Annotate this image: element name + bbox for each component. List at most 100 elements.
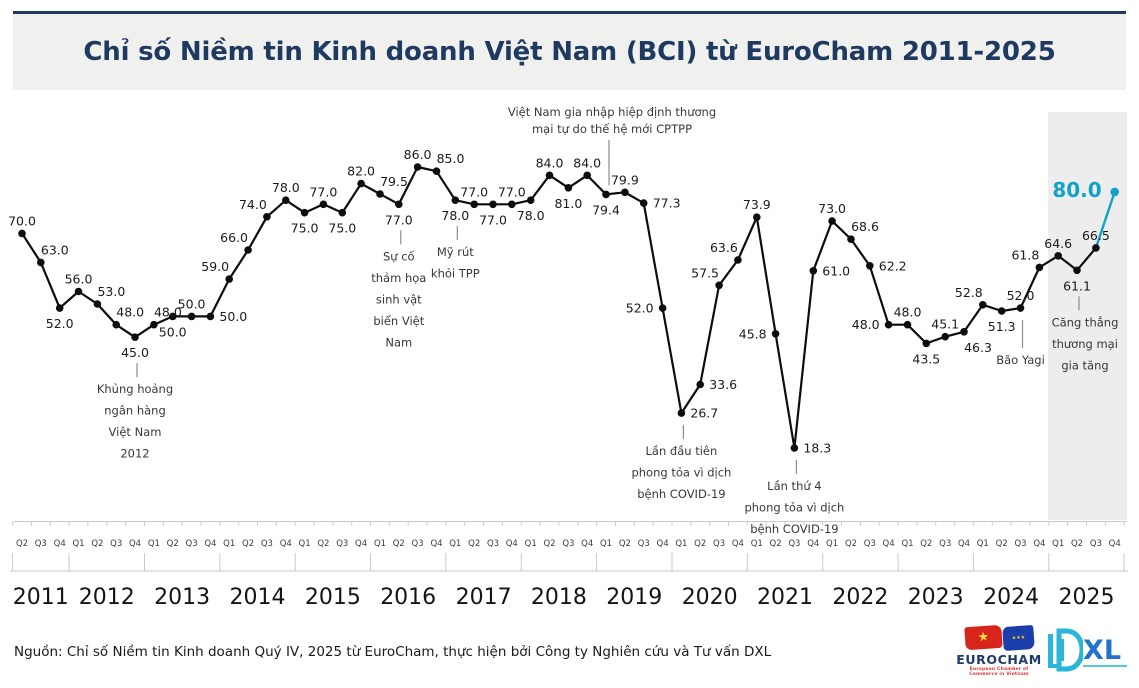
svg-text:48.0: 48.0 bbox=[154, 305, 182, 320]
svg-text:2015: 2015 bbox=[305, 585, 361, 610]
svg-text:2019: 2019 bbox=[606, 585, 662, 610]
svg-text:Mỹ rút: Mỹ rút bbox=[437, 245, 474, 259]
svg-text:73.9: 73.9 bbox=[743, 197, 771, 212]
svg-text:Q1: Q1 bbox=[374, 539, 386, 549]
bci-chart-svg: Q2 Q3 Q4 Q1 Q2 Q3 Q4 Q1 Q2 Q3 Q4 Q1 Q2 Q3 Q4 Q1 Q2 Q3 Q4 Q1… bbox=[8, 105, 1128, 610]
svg-text:Q2: Q2 bbox=[167, 539, 179, 549]
svg-text:Q1: Q1 bbox=[148, 539, 160, 549]
svg-text:Q4: Q4 bbox=[657, 539, 669, 549]
forecast-band bbox=[1048, 112, 1127, 520]
footer: Nguồn: Chỉ số Niềm tin Kinh doanh Quý IV… bbox=[0, 620, 1139, 688]
svg-text:Q4: Q4 bbox=[54, 539, 66, 549]
svg-text:bệnh COVID-19: bệnh COVID-19 bbox=[637, 487, 725, 501]
eu-flag-icon: ★★★ bbox=[1001, 624, 1035, 652]
year-brackets bbox=[10, 553, 1128, 572]
svg-text:Q1: Q1 bbox=[675, 539, 687, 549]
svg-text:59.0: 59.0 bbox=[201, 259, 229, 274]
svg-text:Q1: Q1 bbox=[600, 539, 612, 549]
svg-text:77.0: 77.0 bbox=[479, 212, 507, 227]
svg-text:18.3: 18.3 bbox=[803, 441, 831, 456]
svg-text:61.0: 61.0 bbox=[822, 263, 850, 278]
svg-text:2021: 2021 bbox=[757, 585, 813, 610]
svg-text:Q2: Q2 bbox=[393, 539, 405, 549]
svg-text:61.8: 61.8 bbox=[1011, 247, 1039, 262]
eurocham-logo: ★ ★★★ EUROCHAM European Chamber of Comme… bbox=[956, 624, 1042, 678]
svg-text:84.0: 84.0 bbox=[573, 155, 601, 170]
svg-text:51.3: 51.3 bbox=[988, 319, 1016, 334]
svg-text:Q2: Q2 bbox=[468, 539, 480, 549]
svg-text:45.0: 45.0 bbox=[121, 345, 149, 360]
svg-text:Q3: Q3 bbox=[412, 539, 424, 549]
svg-text:Q3: Q3 bbox=[487, 539, 499, 549]
eurocham-wordmark: EUROCHAM bbox=[956, 652, 1042, 667]
svg-text:phong tỏa vì dịch: phong tỏa vì dịch bbox=[744, 501, 844, 515]
svg-text:2024: 2024 bbox=[983, 585, 1039, 610]
svg-text:50.0: 50.0 bbox=[178, 296, 206, 311]
svg-text:78.0: 78.0 bbox=[441, 208, 469, 223]
svg-text:52.0: 52.0 bbox=[626, 301, 654, 316]
svg-text:78.0: 78.0 bbox=[272, 180, 300, 195]
svg-text:77.0: 77.0 bbox=[460, 184, 488, 199]
svg-text:Q1: Q1 bbox=[1052, 539, 1064, 549]
svg-text:33.6: 33.6 bbox=[709, 377, 737, 392]
svg-text:Q4: Q4 bbox=[280, 539, 292, 549]
svg-text:Q2: Q2 bbox=[920, 539, 932, 549]
svg-text:Q3: Q3 bbox=[788, 539, 800, 549]
annotation: Căng thẳng thương mại gia tăng bbox=[1052, 296, 1118, 372]
svg-text:Q2: Q2 bbox=[845, 539, 857, 549]
svg-text:85.0: 85.0 bbox=[437, 151, 465, 166]
quarter-labels: Q2 Q3 Q4 Q1 Q2 Q3 Q4 Q1 Q2 Q3 Q4 Q1 Q2 Q3 Q4 Q1 Q2 Q3 Q4 Q1… bbox=[16, 539, 1121, 549]
bci-line bbox=[21, 165, 1097, 450]
eurocham-flags: ★ ★★★ bbox=[956, 624, 1042, 652]
svg-text:Lần thứ 4: Lần thứ 4 bbox=[767, 479, 821, 493]
bci-line-forecast bbox=[1094, 191, 1116, 249]
svg-text:sinh vật: sinh vật bbox=[376, 292, 422, 306]
annotation: Sự cố thảm họa sinh vật biển Việt Nam bbox=[371, 230, 426, 349]
svg-text:Q4: Q4 bbox=[883, 539, 895, 549]
svg-text:77.0: 77.0 bbox=[309, 184, 337, 199]
svg-text:45.8: 45.8 bbox=[739, 326, 767, 341]
svg-text:2012: 2012 bbox=[120, 447, 149, 461]
svg-text:2017: 2017 bbox=[456, 585, 512, 610]
svg-text:Khủng hoảng: Khủng hoảng bbox=[97, 382, 173, 396]
dxl-logo: XL bbox=[1047, 622, 1127, 678]
svg-text:Q1: Q1 bbox=[751, 539, 763, 549]
svg-text:khỏi TPP: khỏi TPP bbox=[431, 267, 480, 281]
annotation: Bão Yagi bbox=[996, 320, 1045, 367]
svg-text:bệnh COVID-19: bệnh COVID-19 bbox=[750, 522, 838, 536]
svg-text:62.2: 62.2 bbox=[879, 258, 907, 273]
svg-text:2011: 2011 bbox=[13, 585, 69, 610]
source-note: Nguồn: Chỉ số Niềm tin Kinh doanh Quý IV… bbox=[14, 644, 772, 660]
svg-text:56.0: 56.0 bbox=[65, 272, 93, 287]
svg-text:Nam: Nam bbox=[385, 335, 412, 349]
svg-text:53.0: 53.0 bbox=[97, 284, 125, 299]
svg-text:Q4: Q4 bbox=[1033, 539, 1045, 549]
page-title: Chỉ số Niềm tin Kinh doanh Việt Nam (BCI… bbox=[83, 37, 1056, 67]
svg-text:Q1: Q1 bbox=[223, 539, 235, 549]
svg-text:79.5: 79.5 bbox=[380, 174, 408, 189]
svg-text:63.0: 63.0 bbox=[41, 242, 69, 257]
svg-text:2016: 2016 bbox=[380, 585, 436, 610]
svg-text:52.8: 52.8 bbox=[955, 285, 983, 300]
svg-text:Q2: Q2 bbox=[91, 539, 103, 549]
svg-text:biển Việt: biển Việt bbox=[373, 314, 424, 328]
annotation: Mỹ rút khỏi TPP bbox=[431, 226, 480, 281]
svg-text:Q3: Q3 bbox=[562, 539, 574, 549]
annotation: Khủng hoảng ngân hàng Việt Nam 2012 bbox=[97, 363, 173, 461]
svg-text:thương mại: thương mại bbox=[1052, 337, 1118, 351]
svg-text:77.0: 77.0 bbox=[385, 212, 413, 227]
svg-text:48.0: 48.0 bbox=[852, 317, 880, 332]
svg-text:64.6: 64.6 bbox=[1044, 236, 1072, 251]
svg-text:Q4: Q4 bbox=[732, 539, 744, 549]
svg-text:Q2: Q2 bbox=[619, 539, 631, 549]
data-points bbox=[18, 163, 1119, 452]
svg-text:Q3: Q3 bbox=[939, 539, 951, 549]
dxl-tagline-rule bbox=[1083, 665, 1127, 667]
svg-text:73.0: 73.0 bbox=[818, 201, 846, 216]
svg-text:Q2: Q2 bbox=[1071, 539, 1083, 549]
vietnam-flag-icon: ★ bbox=[963, 624, 1003, 651]
svg-text:Q2: Q2 bbox=[242, 539, 254, 549]
svg-text:46.3: 46.3 bbox=[964, 340, 992, 355]
svg-text:Q3: Q3 bbox=[35, 539, 47, 549]
